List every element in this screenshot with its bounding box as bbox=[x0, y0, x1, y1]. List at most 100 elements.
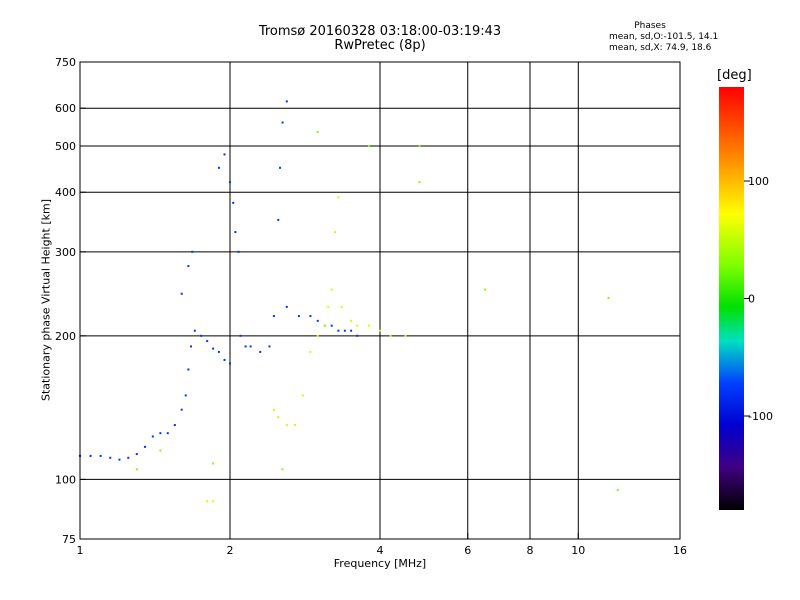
data-points bbox=[79, 100, 619, 503]
data-point bbox=[223, 358, 226, 361]
data-point bbox=[159, 432, 162, 435]
data-point bbox=[166, 432, 169, 435]
data-point bbox=[323, 324, 326, 327]
grid-lines bbox=[80, 62, 680, 539]
data-point bbox=[277, 218, 280, 221]
data-point bbox=[135, 468, 138, 471]
data-point bbox=[212, 347, 215, 350]
data-point bbox=[187, 265, 190, 268]
data-point bbox=[217, 350, 220, 353]
data-point bbox=[180, 292, 183, 295]
y-tick-label: 300 bbox=[55, 246, 76, 259]
data-point bbox=[89, 454, 92, 457]
y-tick-label: 75 bbox=[62, 533, 76, 546]
x-axis-ticks: 1 2 4 6 8 10 16 bbox=[77, 533, 687, 557]
data-point bbox=[151, 435, 154, 438]
colorbar-tick-label: -100 bbox=[748, 410, 773, 423]
data-point bbox=[281, 121, 284, 124]
data-point bbox=[229, 362, 231, 365]
data-point bbox=[330, 288, 333, 291]
x-tick-label: 6 bbox=[464, 544, 471, 557]
data-point bbox=[184, 394, 187, 397]
data-point bbox=[484, 288, 487, 291]
data-point bbox=[212, 500, 215, 503]
data-point bbox=[234, 231, 237, 234]
data-point bbox=[118, 458, 121, 461]
y-tick-label: 100 bbox=[55, 473, 76, 486]
data-point bbox=[268, 345, 271, 348]
data-point bbox=[316, 334, 319, 337]
data-point bbox=[189, 345, 192, 348]
data-point bbox=[127, 456, 130, 459]
data-point bbox=[279, 166, 282, 169]
data-point bbox=[259, 350, 262, 353]
data-point bbox=[109, 456, 112, 459]
data-point bbox=[272, 315, 275, 318]
data-point bbox=[343, 329, 346, 332]
data-point bbox=[616, 489, 619, 492]
y-axis-ticks: 75 100 200 300 400 500 600 750 bbox=[55, 56, 86, 546]
data-point bbox=[143, 445, 146, 448]
data-point bbox=[206, 340, 209, 343]
data-point bbox=[309, 315, 312, 318]
data-point bbox=[293, 424, 296, 427]
data-point bbox=[272, 408, 275, 411]
data-point bbox=[327, 305, 330, 308]
data-point bbox=[337, 329, 340, 332]
data-point bbox=[159, 449, 162, 452]
y-tick-label: 200 bbox=[55, 330, 76, 343]
data-point bbox=[135, 453, 138, 456]
data-point bbox=[301, 394, 304, 397]
data-point bbox=[217, 166, 220, 169]
data-point bbox=[356, 324, 359, 327]
x-axis-label: Frequency [MHz] bbox=[333, 557, 427, 570]
data-point bbox=[285, 424, 288, 427]
chart-subtitle: RwPretec (8p) bbox=[334, 38, 426, 53]
y-tick-label: 500 bbox=[55, 140, 76, 153]
data-point bbox=[297, 315, 300, 318]
x-tick-label: 16 bbox=[673, 544, 687, 557]
data-point bbox=[187, 368, 190, 371]
data-point bbox=[337, 196, 340, 199]
data-point bbox=[99, 454, 102, 457]
y-tick-label: 600 bbox=[55, 102, 76, 115]
data-point bbox=[350, 319, 353, 322]
data-point bbox=[404, 334, 407, 337]
data-point bbox=[277, 416, 280, 419]
data-point bbox=[193, 329, 196, 332]
data-point bbox=[379, 329, 381, 332]
y-tick-label: 400 bbox=[55, 186, 76, 199]
data-point bbox=[244, 345, 247, 348]
data-point bbox=[223, 153, 226, 156]
data-point bbox=[285, 305, 288, 308]
data-point bbox=[309, 350, 312, 353]
data-point bbox=[316, 130, 319, 133]
data-point bbox=[418, 144, 421, 147]
data-point bbox=[239, 334, 242, 337]
colorbar-tick-label: 0 bbox=[748, 293, 755, 306]
data-point bbox=[607, 297, 610, 300]
data-point bbox=[281, 468, 284, 471]
x-tick-label: 4 bbox=[377, 544, 384, 557]
data-point bbox=[350, 329, 353, 332]
colorbar-unit-label: [deg] bbox=[717, 68, 752, 83]
x-tick-label: 2 bbox=[227, 544, 234, 557]
stats-heading: Phases bbox=[634, 21, 666, 31]
colorbar bbox=[719, 87, 744, 510]
data-point bbox=[367, 324, 370, 327]
colorbar-tick-label: 100 bbox=[748, 175, 769, 188]
data-point bbox=[173, 424, 176, 427]
data-point bbox=[237, 250, 240, 253]
data-point bbox=[285, 100, 288, 103]
x-tick-label: 8 bbox=[527, 544, 534, 557]
data-point bbox=[418, 181, 421, 184]
data-point bbox=[212, 462, 215, 465]
data-point bbox=[367, 144, 370, 147]
x-tick-label: 1 bbox=[77, 544, 84, 557]
y-tick-label: 750 bbox=[55, 56, 76, 69]
data-point bbox=[191, 250, 194, 253]
x-tick-label: 10 bbox=[571, 544, 585, 557]
data-point bbox=[200, 334, 203, 337]
data-point bbox=[229, 181, 231, 184]
